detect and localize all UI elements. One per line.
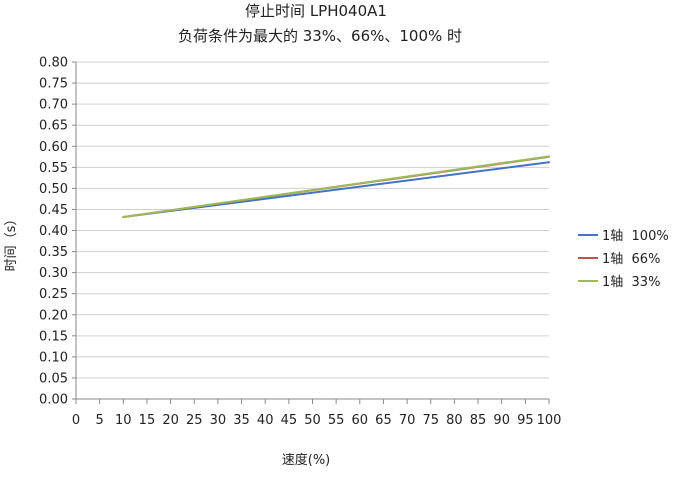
legend-label: 1轴 33% <box>602 275 660 290</box>
y-tick-label: 0.60 <box>39 140 68 155</box>
x-tick-label: 5 <box>96 413 104 428</box>
x-tick-label: 35 <box>233 413 250 428</box>
x-tick-label: 65 <box>375 413 392 428</box>
x-tick-label: 20 <box>162 413 179 428</box>
y-tick-label: 0.45 <box>39 203 68 218</box>
x-tick-label: 90 <box>493 413 510 428</box>
y-tick-label: 0.20 <box>39 308 68 323</box>
x-tick-label: 100 <box>537 413 562 428</box>
y-tick-label: 0.25 <box>39 287 68 302</box>
legend-label: 1轴 100% <box>602 229 669 244</box>
y-tick-label: 0.40 <box>39 224 68 239</box>
x-tick-label: 45 <box>281 413 298 428</box>
y-tick-label: 0.35 <box>39 245 68 260</box>
y-tick-label: 0.80 <box>39 56 68 71</box>
legend-label: 1轴 66% <box>602 252 660 267</box>
x-tick-label: 70 <box>399 413 416 428</box>
chart-title: 停止时间 LPH040A1 <box>245 2 387 20</box>
y-tick-label: 0.65 <box>39 119 68 134</box>
x-tick-label: 50 <box>304 413 321 428</box>
x-tick-label: 25 <box>186 413 203 428</box>
legend: 1轴 100% 1轴 66% 1轴 33% <box>578 229 669 290</box>
series-line-2 <box>122 155 550 219</box>
chart-subtitle: 负荷条件为最大的 33%、66%、100% 时 <box>178 27 462 45</box>
y-tick-label: 0.70 <box>39 98 68 113</box>
series-lines <box>122 155 550 219</box>
y-tick-label: 0.50 <box>39 182 68 197</box>
y-axis-label: 时间（s） <box>4 213 19 272</box>
x-axis-label: 速度(%) <box>282 452 331 468</box>
y-tick-label: 0.75 <box>39 77 68 92</box>
x-tick-label: 60 <box>352 413 369 428</box>
x-tick-label: 0 <box>72 413 80 428</box>
y-tick-label: 0.05 <box>39 371 68 386</box>
x-tick-label: 15 <box>139 413 156 428</box>
x-tick-label: 85 <box>470 413 487 428</box>
y-tick-label: 0.10 <box>39 350 68 365</box>
y-tick-label: 0.30 <box>39 266 68 281</box>
y-tick-label: 0.15 <box>39 329 68 344</box>
x-tick-label: 30 <box>210 413 227 428</box>
axes: 0.00 0.05 0.10 0.15 0.20 0.25 0.30 0.35 0.40 0.45… <box>39 56 561 429</box>
y-tick-label: 0.55 <box>39 161 68 176</box>
x-tick-label: 80 <box>446 413 463 428</box>
x-tick-label: 95 <box>517 413 534 428</box>
x-tick-label: 55 <box>328 413 345 428</box>
x-tick-label: 75 <box>422 413 439 428</box>
x-tick-label: 40 <box>257 413 274 428</box>
x-tick-label: 10 <box>115 413 132 428</box>
y-tick-label: 0.00 <box>39 393 68 408</box>
grid-lines <box>76 61 549 400</box>
